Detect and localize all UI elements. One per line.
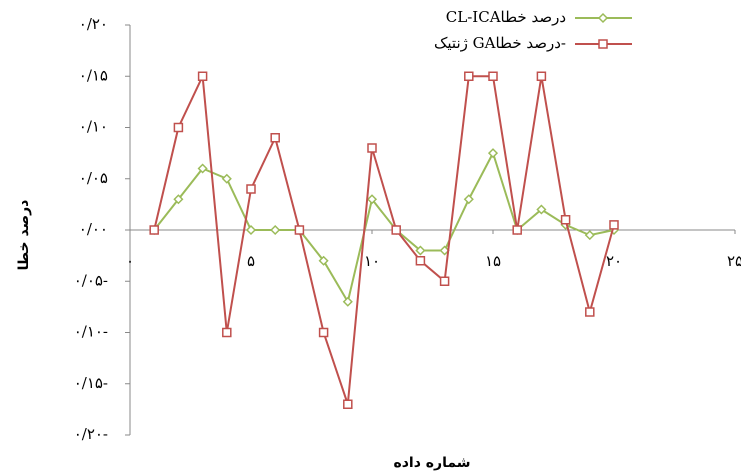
point bbox=[318, 255, 329, 266]
y-tick-label: ۰/۱۵- bbox=[74, 374, 108, 392]
point bbox=[487, 148, 499, 159]
point bbox=[173, 194, 184, 205]
y-tick-label: ۰/۰۵- bbox=[74, 271, 108, 289]
x-tick-label: ۰ bbox=[126, 252, 134, 270]
series-line bbox=[153, 72, 615, 405]
y-tick-label: ۰/۰۰ bbox=[79, 220, 108, 238]
legend-label: ژنتیک GAدرصد خطا- bbox=[434, 34, 566, 52]
point bbox=[366, 194, 378, 205]
point bbox=[222, 327, 232, 338]
series-line bbox=[153, 150, 615, 305]
point bbox=[488, 71, 498, 81]
point bbox=[560, 215, 571, 225]
point bbox=[270, 224, 281, 236]
x-axis-label: شماره داده bbox=[393, 455, 470, 471]
point bbox=[609, 220, 619, 230]
point bbox=[367, 143, 377, 153]
point bbox=[197, 71, 208, 81]
point bbox=[415, 256, 426, 266]
y-tick-label: ۰/۲۰ bbox=[79, 15, 108, 33]
point bbox=[391, 225, 401, 235]
point bbox=[149, 225, 159, 235]
point bbox=[585, 307, 595, 317]
y-tick-label: ۰/۱۰ bbox=[79, 118, 108, 136]
point bbox=[342, 296, 353, 307]
point bbox=[173, 122, 184, 133]
point bbox=[318, 327, 329, 338]
point bbox=[245, 224, 257, 236]
point bbox=[463, 194, 474, 205]
point bbox=[536, 71, 547, 81]
point bbox=[270, 133, 280, 143]
y-tick-label: ۰/۲۰- bbox=[74, 425, 108, 443]
point bbox=[246, 184, 256, 194]
x-tick-label: ۱۰ bbox=[364, 252, 380, 270]
point bbox=[343, 399, 353, 409]
point bbox=[512, 225, 522, 235]
point bbox=[439, 276, 450, 286]
y-axis-label: درصد خطا bbox=[16, 200, 32, 271]
point bbox=[294, 225, 305, 235]
point bbox=[584, 230, 595, 241]
x-tick-label: ۲۰ bbox=[606, 252, 622, 270]
legend-label: CL-ICAدرصد خطا bbox=[446, 8, 566, 26]
point bbox=[536, 204, 547, 215]
x-tick-label: ۲۵ bbox=[727, 252, 741, 270]
point bbox=[415, 245, 426, 256]
point bbox=[439, 245, 450, 256]
y-tick-label: ۰/۱۵ bbox=[79, 66, 108, 84]
x-tick-label: ۱۵ bbox=[485, 252, 501, 270]
x-tick-label: ۵ bbox=[247, 252, 255, 270]
point bbox=[197, 163, 208, 174]
point bbox=[221, 173, 232, 184]
point bbox=[464, 71, 474, 81]
legend-marker bbox=[597, 12, 609, 24]
legend-marker bbox=[598, 39, 608, 49]
y-tick-label: ۰/۱۰- bbox=[74, 323, 108, 341]
y-tick-label: ۰/۰۵ bbox=[79, 169, 108, 187]
